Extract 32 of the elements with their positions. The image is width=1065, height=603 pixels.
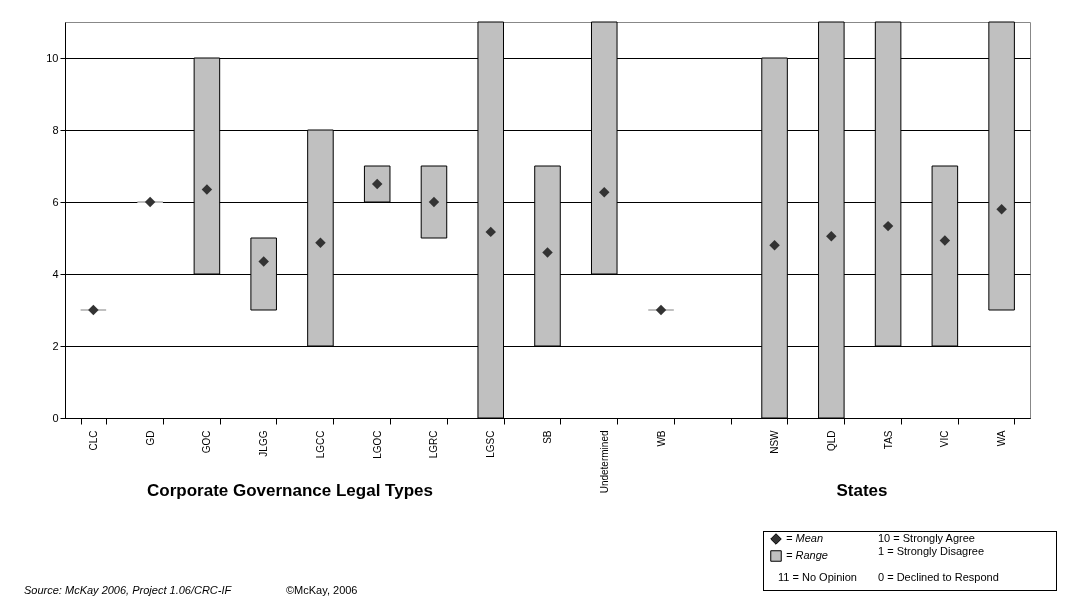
x-tick-label: CLC [87,430,99,451]
x-tick-label: QLD [825,430,837,452]
x-tick-label: JLGG [258,430,270,457]
x-tick-label: Undetermined [598,430,610,494]
x-tick-label: VIC [939,430,951,448]
x-tick-label: GOC [201,430,213,454]
source-note: Source: McKay 2006, Project 1.06/CRC-IF [24,584,232,596]
text: ©McKay, 2006 [286,584,358,596]
text: States [836,481,888,501]
text: 11 = No Opinion [778,571,857,583]
x-tick-label: LGSC [485,430,497,458]
text: 1 = Strongly Disagree [878,545,985,557]
x-tick-label: TAS [882,430,894,450]
text: 0 = Declined to Respond [878,571,999,583]
legend-label: = Range [786,549,828,561]
y-tick-label: 2 [52,339,59,352]
y-tick-label: 4 [52,267,59,280]
x-tick-label: LGCC [314,430,326,459]
text: 10 = Strongly Agree [878,532,975,544]
x-tick-label: GD [144,430,156,446]
x-tick-label: NSW [769,429,781,454]
y-tick-label: 10 [46,51,59,64]
x-tick-label: WB [655,430,667,447]
text: Corporate Governance Legal Types [147,481,433,501]
legend-label: = Mean [786,532,823,544]
x-tick-label: LGRC [428,430,440,459]
x-tick-label: LGOC [371,430,383,459]
y-tick-label: 8 [52,123,59,136]
y-tick-label: 0 [52,411,59,424]
y-tick-label: 6 [52,195,59,208]
x-tick-label: WA [996,430,1008,447]
x-tick-label: SB [542,430,553,444]
